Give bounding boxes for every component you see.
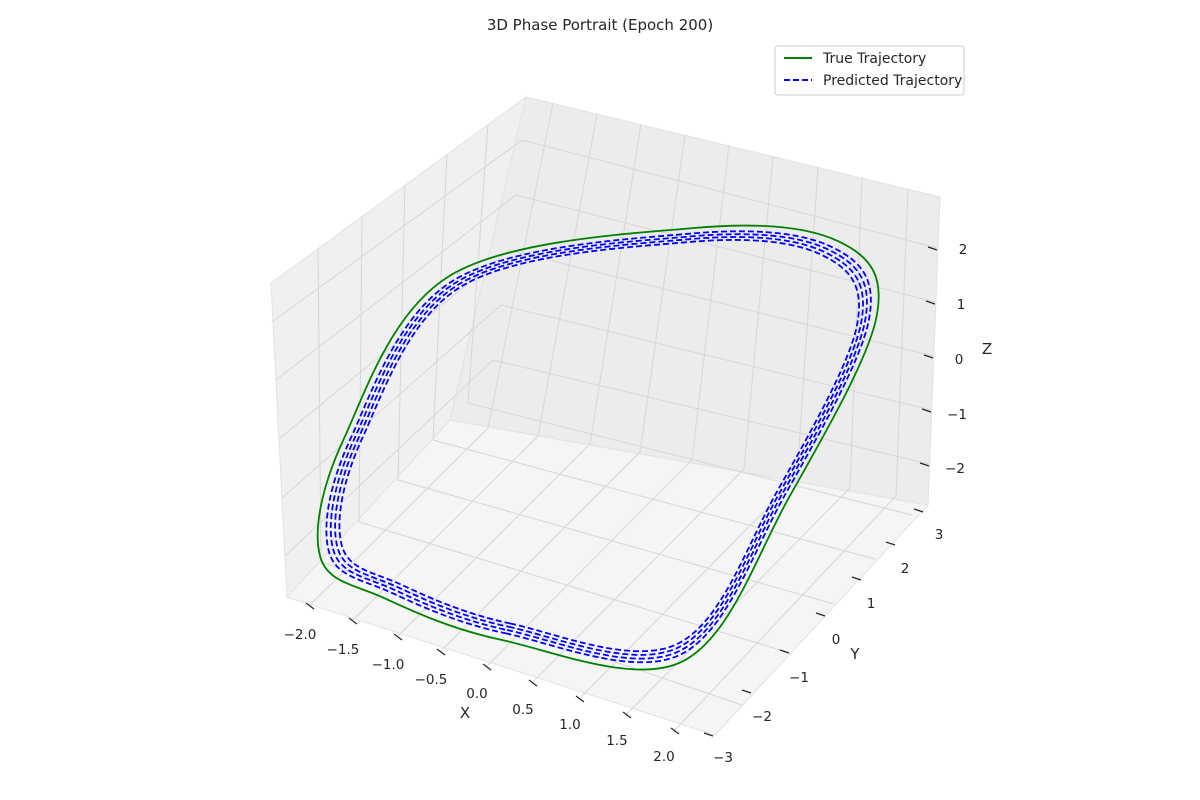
y-tick-label: 1	[867, 596, 876, 612]
z-tick-mark	[919, 462, 930, 467]
y-tick-mark	[741, 689, 752, 694]
true-trajectory-line	[316, 224, 880, 671]
x-tick-label: −1.5	[327, 642, 360, 658]
y-tick-mark	[703, 732, 714, 737]
grid-line	[579, 477, 798, 699]
grid-line	[309, 427, 489, 606]
predicted-trajectory-line	[325, 230, 872, 664]
y-tick-label: 2	[901, 561, 910, 577]
y-tick-label: 0	[832, 632, 841, 648]
axis-ticks	[305, 246, 938, 737]
x-tick-labels: −2.0 −1.5 −1.0 −0.5 0.0 0.5 1.0 1.5 2.0	[284, 627, 675, 765]
x-tick-mark	[436, 648, 446, 656]
y-tick-label: −1	[789, 670, 809, 686]
z-tick-label: 2	[959, 242, 968, 258]
y-tick-label: −2	[752, 709, 772, 725]
z-axis-label: Z	[982, 340, 992, 358]
grid-line	[358, 215, 363, 523]
x-tick-label: 0.0	[466, 686, 487, 702]
grid-line	[589, 123, 642, 445]
back-right-pane	[449, 96, 941, 506]
legend-box	[774, 45, 965, 96]
grid-line	[271, 139, 523, 323]
x-tick-label: −2.0	[284, 627, 317, 643]
grid-line	[537, 113, 598, 437]
z-tick-label: 0	[955, 352, 964, 368]
grid-line	[521, 139, 938, 249]
legend-label-predicted: Predicted Trajectory	[823, 73, 962, 89]
grid-line	[275, 194, 517, 381]
x-tick-mark	[348, 617, 358, 625]
series-layer	[316, 224, 880, 671]
grid-line	[281, 304, 502, 499]
grid-lines	[271, 102, 938, 731]
y-tick-mark	[779, 649, 790, 654]
x-tick-mark	[575, 695, 585, 703]
x-tick-mark	[528, 679, 538, 687]
x-tick-label: −1.0	[372, 657, 405, 673]
z-tick-label: −1	[947, 407, 967, 423]
x-tick-mark	[393, 633, 403, 641]
x-axis-label: X	[460, 704, 470, 722]
y-tick-mark	[913, 508, 924, 513]
x-tick-label: 0.5	[512, 702, 533, 718]
y-tick-label: 3	[935, 527, 944, 543]
grid-line	[674, 495, 897, 731]
grid-line	[639, 134, 686, 453]
chart-title: 3D Phase Portrait (Epoch 200)	[487, 16, 713, 34]
z-tick-mark	[923, 354, 934, 359]
x-tick-label: 2.0	[653, 749, 674, 765]
x-tick-mark	[670, 727, 680, 735]
grid-line	[500, 304, 932, 411]
grid-line	[691, 144, 730, 461]
y-tick-mark	[885, 541, 896, 546]
z-tick-labels: −2 −1 0 1 2	[945, 242, 967, 477]
predicted-trajectory-line	[329, 233, 868, 660]
predicted-trajectory-line	[334, 236, 864, 656]
z-tick-label: −2	[945, 461, 965, 477]
grid-line	[432, 153, 448, 441]
grid-line	[320, 561, 743, 706]
y-tick-mark	[851, 576, 862, 581]
grid-line	[487, 102, 554, 429]
y-tick-labels: −3 −2 −1 0 1 2 3	[713, 527, 943, 766]
y-tick-mark	[815, 612, 826, 617]
grid-line	[467, 402, 913, 516]
legend-label-true: True Trajectory	[822, 51, 926, 67]
grid-line	[397, 443, 591, 637]
grid-line	[626, 487, 851, 715]
z-tick-label: 1	[957, 297, 966, 313]
z-tick-mark	[925, 300, 936, 305]
grid-line	[284, 359, 494, 557]
x-tick-mark	[622, 711, 632, 719]
z-tick-mark	[927, 246, 938, 251]
y-axis-label: Y	[849, 645, 860, 663]
grid-line	[358, 521, 791, 654]
legend: True Trajectory Predicted Trajectory	[774, 45, 965, 96]
grid-line	[467, 123, 489, 404]
grid-line	[796, 166, 819, 479]
z-tick-mark	[921, 408, 932, 413]
grid-line	[432, 439, 876, 560]
x-tick-label: 1.5	[606, 733, 627, 749]
grid-line	[486, 459, 693, 667]
grid-line	[492, 359, 930, 465]
grid-line	[508, 249, 934, 357]
x-tick-mark	[482, 663, 492, 671]
x-tick-label: 1.0	[559, 717, 580, 733]
x-tick-label: −0.5	[415, 672, 448, 688]
predicted-trajectory-line	[338, 239, 860, 653]
y-tick-label: −3	[713, 750, 733, 766]
grid-line	[397, 479, 835, 605]
x-tick-mark	[305, 602, 315, 610]
